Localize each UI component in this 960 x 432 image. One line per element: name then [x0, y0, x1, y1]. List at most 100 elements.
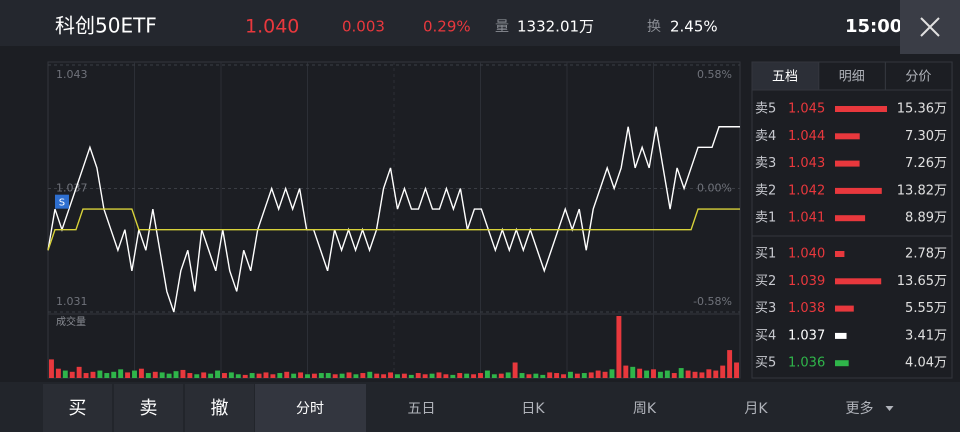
volume-bar — [339, 373, 345, 378]
tab-label[interactable]: 分时 — [296, 401, 324, 417]
order-tab[interactable] — [751, 61, 820, 91]
volume-bar — [561, 374, 566, 378]
action-button[interactable] — [43, 384, 112, 432]
volume-bar — [55, 368, 61, 378]
action-button[interactable] — [185, 384, 254, 432]
order-label: 卖5 — [755, 102, 776, 117]
order-label: 卖3 — [755, 156, 776, 171]
order-volume: 3.41万 — [905, 328, 947, 343]
volume-bar — [429, 373, 435, 378]
volume-bar — [311, 373, 317, 378]
volume-bar — [720, 365, 726, 378]
header-bg — [0, 0, 960, 46]
volume-bar — [498, 373, 504, 378]
volume-bar — [367, 371, 373, 378]
order-price: 1.041 — [788, 211, 825, 226]
order-price: 1.036 — [788, 356, 825, 371]
volume-bar — [595, 370, 601, 378]
volume-bar — [450, 374, 456, 378]
volume-bar — [554, 373, 560, 378]
price-line — [47, 208, 740, 251]
volume-bar — [263, 372, 269, 378]
volume-bar — [547, 372, 553, 378]
volume-bar — [706, 369, 712, 378]
volume-bar — [505, 372, 511, 378]
volume-bar — [305, 374, 310, 378]
volume-bar — [69, 371, 75, 378]
volume-bar — [657, 371, 663, 378]
order-volume: 13.82万 — [897, 183, 947, 198]
order-label: 买2 — [755, 274, 776, 289]
volume-bar — [637, 368, 643, 378]
volume-bar — [76, 366, 82, 378]
volume-bar — [727, 350, 733, 378]
close-icon — [920, 17, 940, 37]
order-tab[interactable] — [884, 61, 953, 91]
tab-label[interactable]: 五日 — [408, 401, 436, 417]
volume-bar — [332, 374, 338, 378]
volume-bar — [395, 374, 400, 378]
order-label: 买1 — [755, 247, 776, 262]
volume-bar — [436, 372, 442, 378]
dropdown-icon[interactable] — [885, 406, 894, 411]
volume-bar — [713, 370, 719, 378]
order-volume: 7.26万 — [905, 156, 947, 171]
volume-bar — [443, 374, 449, 378]
action-label[interactable]: 买 — [69, 398, 87, 419]
order-price: 1.042 — [788, 183, 825, 198]
tab-label[interactable]: 月K — [744, 401, 768, 417]
order-label: 卖1 — [755, 211, 776, 226]
tab-label[interactable]: 日K — [521, 401, 545, 417]
volume-bar — [125, 372, 131, 378]
volume-bar — [568, 371, 573, 378]
volume-bar — [388, 372, 393, 378]
volume-bar — [588, 372, 594, 378]
volume-bar — [132, 370, 137, 378]
annotation-box — [54, 194, 69, 209]
volume-bar — [478, 373, 483, 378]
y2-tick-label: 0.00% — [697, 182, 732, 195]
volume-bar — [62, 370, 68, 378]
order-label: 卖2 — [755, 183, 776, 198]
order-tab-label[interactable]: 明细 — [839, 70, 865, 85]
order-volume: 4.04万 — [905, 356, 947, 371]
order-label: 买3 — [755, 301, 776, 316]
y-tick-label: 1.037 — [56, 182, 88, 195]
volume-bar — [526, 374, 532, 378]
volume-bar — [256, 373, 262, 378]
price-line — [47, 126, 740, 313]
volume-bar — [187, 373, 193, 378]
order-volume-bar — [835, 160, 860, 167]
volume-bar — [540, 374, 546, 378]
y-tick-label: 1.043 — [56, 68, 88, 81]
action-button[interactable] — [114, 384, 183, 432]
volume-bar — [90, 371, 96, 378]
order-tab-label[interactable]: 分价 — [905, 70, 931, 85]
y-tick-label: 1.031 — [56, 295, 88, 308]
order-volume-bar — [835, 106, 887, 112]
action-label[interactable]: 撤 — [211, 398, 229, 419]
volume-bar — [249, 373, 255, 378]
volume-bar — [291, 373, 297, 378]
order-tab-label[interactable]: 五档 — [772, 70, 798, 85]
tab-active[interactable] — [255, 384, 366, 432]
volume-bar — [457, 373, 463, 378]
volume-bar — [235, 374, 241, 378]
order-volume-bar — [835, 133, 860, 140]
volume-bar — [519, 373, 525, 378]
tab-label[interactable]: 更多 — [846, 400, 874, 417]
order-volume: 2.78万 — [905, 247, 947, 262]
action-label[interactable]: 卖 — [140, 398, 158, 419]
volume-bar — [630, 366, 636, 378]
order-volume-bar — [835, 305, 854, 312]
tab-label[interactable]: 周K — [633, 401, 657, 417]
order-price: 1.038 — [788, 301, 825, 316]
volume-bar — [623, 365, 629, 378]
volume-bar — [173, 371, 179, 378]
volume-bar — [222, 373, 227, 378]
volume-bar — [318, 373, 324, 378]
order-volume-bar — [835, 251, 845, 257]
turnover: 2.45% — [670, 18, 718, 36]
volume-bar — [374, 373, 380, 378]
volume-bar — [242, 374, 248, 378]
